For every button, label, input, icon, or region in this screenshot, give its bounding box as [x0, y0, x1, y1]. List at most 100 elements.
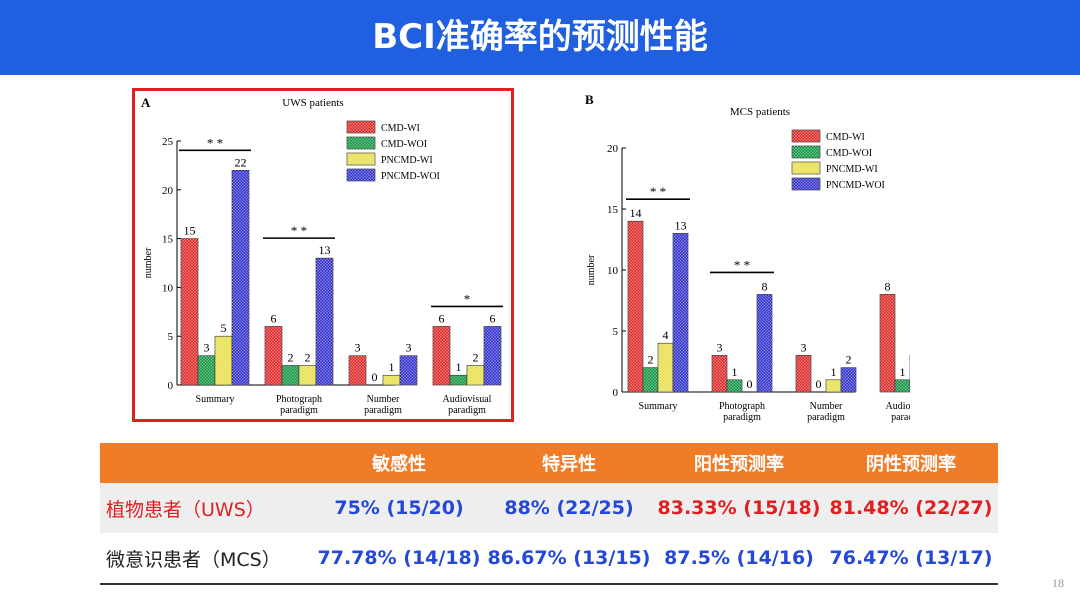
x-tick-label: Summary — [196, 394, 235, 405]
data-label: 22 — [235, 155, 247, 169]
bar-hatch — [467, 365, 484, 385]
row-label-uws: 植物患者（UWS） — [100, 483, 314, 533]
legend-label: CMD-WOI — [826, 148, 872, 159]
legend-label: CMD-WI — [381, 123, 420, 134]
data-label: 14 — [630, 206, 642, 220]
legend-swatch-hatch — [347, 121, 375, 133]
legend-swatch-hatch — [792, 162, 820, 174]
bar-hatch — [433, 326, 450, 385]
x-tick-label: Number — [367, 394, 400, 405]
x-tick-label: Photograph — [719, 401, 765, 412]
data-label: 8 — [885, 279, 891, 293]
legend-label: CMD-WOI — [381, 139, 427, 150]
x-tick-label: paradigm — [723, 412, 761, 423]
bar-hatch — [826, 379, 841, 392]
data-label: 6 — [490, 311, 496, 325]
bar-hatch — [796, 355, 811, 392]
legend-label: PNCMD-WI — [826, 164, 878, 175]
header-specificity: 特异性 — [484, 443, 654, 483]
x-tick-label: paradigm — [807, 412, 845, 423]
bar-hatch — [265, 326, 282, 385]
bar-hatch — [727, 379, 742, 392]
bar-hatch — [383, 375, 400, 385]
bar-hatch — [282, 365, 299, 385]
panel-label: B — [585, 92, 594, 107]
data-label: 3 — [355, 341, 361, 355]
bar-hatch — [316, 258, 333, 385]
data-label: 0 — [372, 370, 378, 384]
bar-hatch — [198, 355, 215, 385]
y-tick-label: 15 — [607, 204, 619, 216]
x-tick-label: paradigm — [280, 405, 318, 416]
cell-mcs-specificity: 86.67% (13/15) — [484, 533, 654, 585]
chart-title: UWS patients — [282, 97, 343, 109]
bar-hatch — [673, 233, 688, 392]
legend-label: PNCMD-WI — [381, 155, 433, 166]
legend-label: PNCMD-WOI — [381, 171, 440, 182]
y-axis-label: number — [586, 254, 597, 285]
y-tick-label: 5 — [613, 326, 619, 338]
x-tick-label: Number — [810, 401, 843, 412]
data-label: 5 — [221, 321, 227, 335]
bar-hatch — [232, 170, 249, 385]
cell-mcs-npv: 76.47% (13/17) — [824, 533, 998, 585]
significance-marker: * — [464, 291, 471, 306]
bar-hatch — [349, 355, 366, 385]
legend-label: CMD-WI — [826, 132, 865, 143]
header-npv: 阴性预测率 — [824, 443, 998, 483]
cell-uws-specificity: 88% (22/25) — [484, 483, 654, 533]
data-label: 3 — [717, 340, 723, 354]
table-row-mcs: 微意识患者（MCS） 77.78% (14/18) 86.67% (13/15)… — [100, 533, 998, 585]
bar-hatch — [643, 367, 658, 392]
bar-hatch — [712, 355, 727, 392]
y-tick-label: 0 — [168, 380, 174, 392]
legend-swatch-hatch — [347, 169, 375, 181]
data-label: 15 — [184, 224, 196, 238]
x-tick-label: Audiovisual — [443, 394, 492, 405]
data-label: 13 — [319, 243, 331, 257]
legend-swatch-hatch — [347, 153, 375, 165]
x-tick-label: paradigm — [891, 412, 910, 423]
data-label: 3 — [204, 341, 210, 355]
x-tick-label: Photograph — [276, 394, 322, 405]
slide-title: BCI准确率的预测性能 — [372, 17, 708, 57]
table-header-empty — [100, 443, 314, 483]
y-tick-label: 15 — [162, 234, 174, 246]
chart-panel-a: A UWS patients 0 5 10 15 20 25 number 15 3 5 22 Summa… — [132, 88, 514, 422]
cell-uws-ppv: 83.33% (15/18) — [654, 483, 824, 533]
bar-hatch — [628, 221, 643, 392]
y-tick-label: 20 — [162, 185, 174, 197]
data-label: 8 — [762, 279, 768, 293]
x-tick-label: Summary — [639, 401, 678, 412]
significance-marker: * * — [734, 257, 750, 272]
table-row-uws: 植物患者（UWS） 75% (15/20) 88% (22/25) 83.33%… — [100, 483, 998, 533]
title-bar — [0, 0, 1080, 75]
data-label: 1 — [732, 365, 738, 379]
panel-label: A — [141, 95, 151, 110]
data-label: 1 — [456, 360, 462, 374]
data-label: 4 — [663, 328, 669, 342]
data-label: 0 — [747, 377, 753, 391]
data-label: 2 — [305, 350, 311, 364]
cell-mcs-sensitivity: 77.78% (14/18) — [314, 533, 484, 585]
page-number: 18 — [1052, 576, 1064, 590]
data-label: 3 — [801, 340, 807, 354]
y-tick-label: 0 — [613, 387, 619, 399]
bar-hatch — [895, 379, 910, 392]
data-label: 2 — [288, 350, 294, 364]
chart-a-svg: A UWS patients0510152025number153522Summa… — [141, 95, 503, 416]
x-tick-label: paradigm — [364, 405, 402, 416]
table-header-row: 敏感性 特异性 阳性预测率 阴性预测率 — [100, 443, 998, 483]
chart-title: MCS patients — [730, 106, 790, 118]
bar-hatch — [400, 355, 417, 385]
significance-marker: * * — [207, 135, 223, 150]
y-tick-label: 10 — [162, 282, 174, 294]
legend-swatch-hatch — [792, 146, 820, 158]
legend-label: PNCMD-WOI — [826, 180, 885, 191]
data-label: 1 — [389, 360, 395, 374]
data-label: 2 — [473, 350, 479, 364]
cell-mcs-ppv: 87.5% (14/16) — [654, 533, 824, 585]
data-label: 13 — [675, 218, 687, 232]
prediction-table: 敏感性 特异性 阳性预测率 阴性预测率 植物患者（UWS） 75% (15/20… — [100, 443, 998, 585]
bar-hatch — [658, 343, 673, 392]
